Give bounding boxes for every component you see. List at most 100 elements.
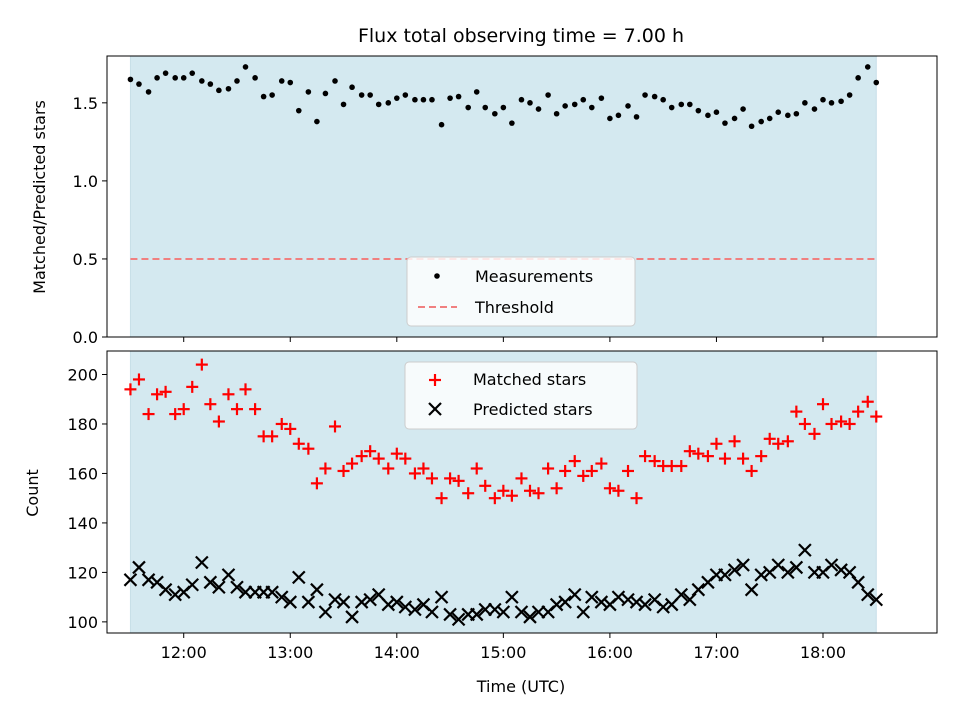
matched-star-point xyxy=(452,474,465,487)
predicted-star-point xyxy=(292,570,306,585)
predicted-star-point xyxy=(567,587,582,602)
matched-star-point xyxy=(230,403,243,416)
y-tick-label: 140 xyxy=(67,514,98,533)
measurement-point xyxy=(705,112,711,119)
x-tick-label: 13:00 xyxy=(267,643,313,662)
measurement-point xyxy=(545,92,551,98)
measurement-point xyxy=(695,107,702,114)
measurement-point xyxy=(562,103,568,109)
matched-star-point xyxy=(772,437,785,450)
predicted-star-point xyxy=(345,610,359,624)
matched-star-point xyxy=(612,484,625,497)
measurement-point xyxy=(793,110,800,117)
measurement-point xyxy=(625,103,631,109)
measurement-point xyxy=(509,120,515,126)
top-legend: Measurements Threshold xyxy=(406,256,636,327)
top-panel: 0.0 0.5 1.0 1.5 Matched/Predicted stars Mea… xyxy=(30,55,938,347)
measurement-point xyxy=(278,78,285,84)
predicted-star-point xyxy=(212,580,226,595)
predicted-star-point xyxy=(514,605,529,619)
matched-star-point xyxy=(728,435,741,448)
matched-star-point xyxy=(425,472,438,485)
predicted-star-point xyxy=(824,558,839,572)
predicted-star-point xyxy=(781,565,795,580)
predicted-star-point xyxy=(691,582,706,597)
matched-star-point xyxy=(239,383,252,396)
matched-star-point xyxy=(435,492,448,505)
matched-star-point xyxy=(444,472,457,485)
bottom-x-axis-ticks: 12:00 13:00 14:00 15:00 16:00 17:00 18:00 xyxy=(161,633,846,662)
measurement-point xyxy=(269,92,275,98)
measurement-point xyxy=(375,101,382,108)
measurement-point xyxy=(207,81,214,87)
measurement-point xyxy=(492,110,498,117)
predicted-star-point xyxy=(638,597,652,612)
measurement-point xyxy=(615,112,622,119)
predicted-star-point xyxy=(168,587,182,602)
measurement-point xyxy=(802,100,808,106)
predicted-star-point xyxy=(674,587,689,602)
matched-star-point xyxy=(781,435,794,448)
matched-star-point xyxy=(302,442,315,455)
measurement-point xyxy=(864,64,871,70)
measurement-point xyxy=(242,64,249,70)
matched-star-point xyxy=(710,437,723,450)
predicted-star-point xyxy=(274,590,289,604)
predicted-star-point xyxy=(531,605,546,619)
measurement-point xyxy=(668,104,675,111)
top-legend-box xyxy=(406,256,636,327)
measurement-point xyxy=(722,120,728,126)
measurement-point xyxy=(873,79,880,86)
measurement-point xyxy=(855,75,861,81)
matched-star-point xyxy=(275,417,288,430)
predicted-star-point xyxy=(363,592,377,607)
predicted-star-point xyxy=(238,585,253,599)
bottom-legend: Matched stars Predicted stars xyxy=(404,361,638,430)
matched-star-point xyxy=(142,408,155,421)
predicted-star-point xyxy=(834,563,848,577)
predicted-star-point xyxy=(798,543,812,557)
matched-star-point xyxy=(284,422,297,435)
predicted-star-point xyxy=(354,595,369,609)
matched-star-point xyxy=(763,432,776,445)
bottom-plot-frame xyxy=(106,350,938,634)
measurement-point xyxy=(846,92,853,98)
measurement-point xyxy=(438,121,445,128)
matched-star-point xyxy=(169,408,182,421)
measurement-point xyxy=(553,110,560,117)
matched-star-point xyxy=(355,450,368,463)
matched-star-point xyxy=(798,417,811,430)
predicted-star-point xyxy=(425,605,439,619)
x-tick-label: 17:00 xyxy=(693,643,739,662)
matched-star-point xyxy=(124,383,137,396)
measurement-point xyxy=(785,112,791,119)
matched-star-point xyxy=(515,472,528,485)
predicted-star-point xyxy=(336,595,351,609)
legend-predicted-label: Predicted stars xyxy=(473,400,593,419)
matched-star-point xyxy=(595,457,608,470)
matched-star-point xyxy=(204,398,217,411)
top-y-axis-ticks: 0.0 0.5 1.0 1.5 xyxy=(73,94,107,347)
measurement-point xyxy=(420,96,427,103)
measurement-point xyxy=(473,89,480,95)
matched-star-point xyxy=(249,403,262,416)
measurement-point xyxy=(838,98,844,105)
matched-star-point xyxy=(701,450,714,463)
measurement-point xyxy=(571,101,578,108)
y-tick-label: 180 xyxy=(67,415,98,434)
predicted-star-point xyxy=(318,605,333,619)
matched-star-point xyxy=(497,484,510,497)
legend-matched-label: Matched stars xyxy=(473,370,586,389)
measurement-point xyxy=(465,104,471,111)
x-tick-label: 14:00 xyxy=(374,643,420,662)
measurement-point xyxy=(180,75,187,81)
measurement-point xyxy=(429,96,435,103)
matched-star-point xyxy=(648,455,661,468)
measurement-point xyxy=(820,96,826,103)
y-tick-label: 1.0 xyxy=(73,172,98,191)
predicted-star-point xyxy=(576,605,591,619)
legend-threshold-label: Threshold xyxy=(474,298,554,317)
measurement-point xyxy=(482,104,489,111)
predicted-star-point xyxy=(141,573,156,587)
